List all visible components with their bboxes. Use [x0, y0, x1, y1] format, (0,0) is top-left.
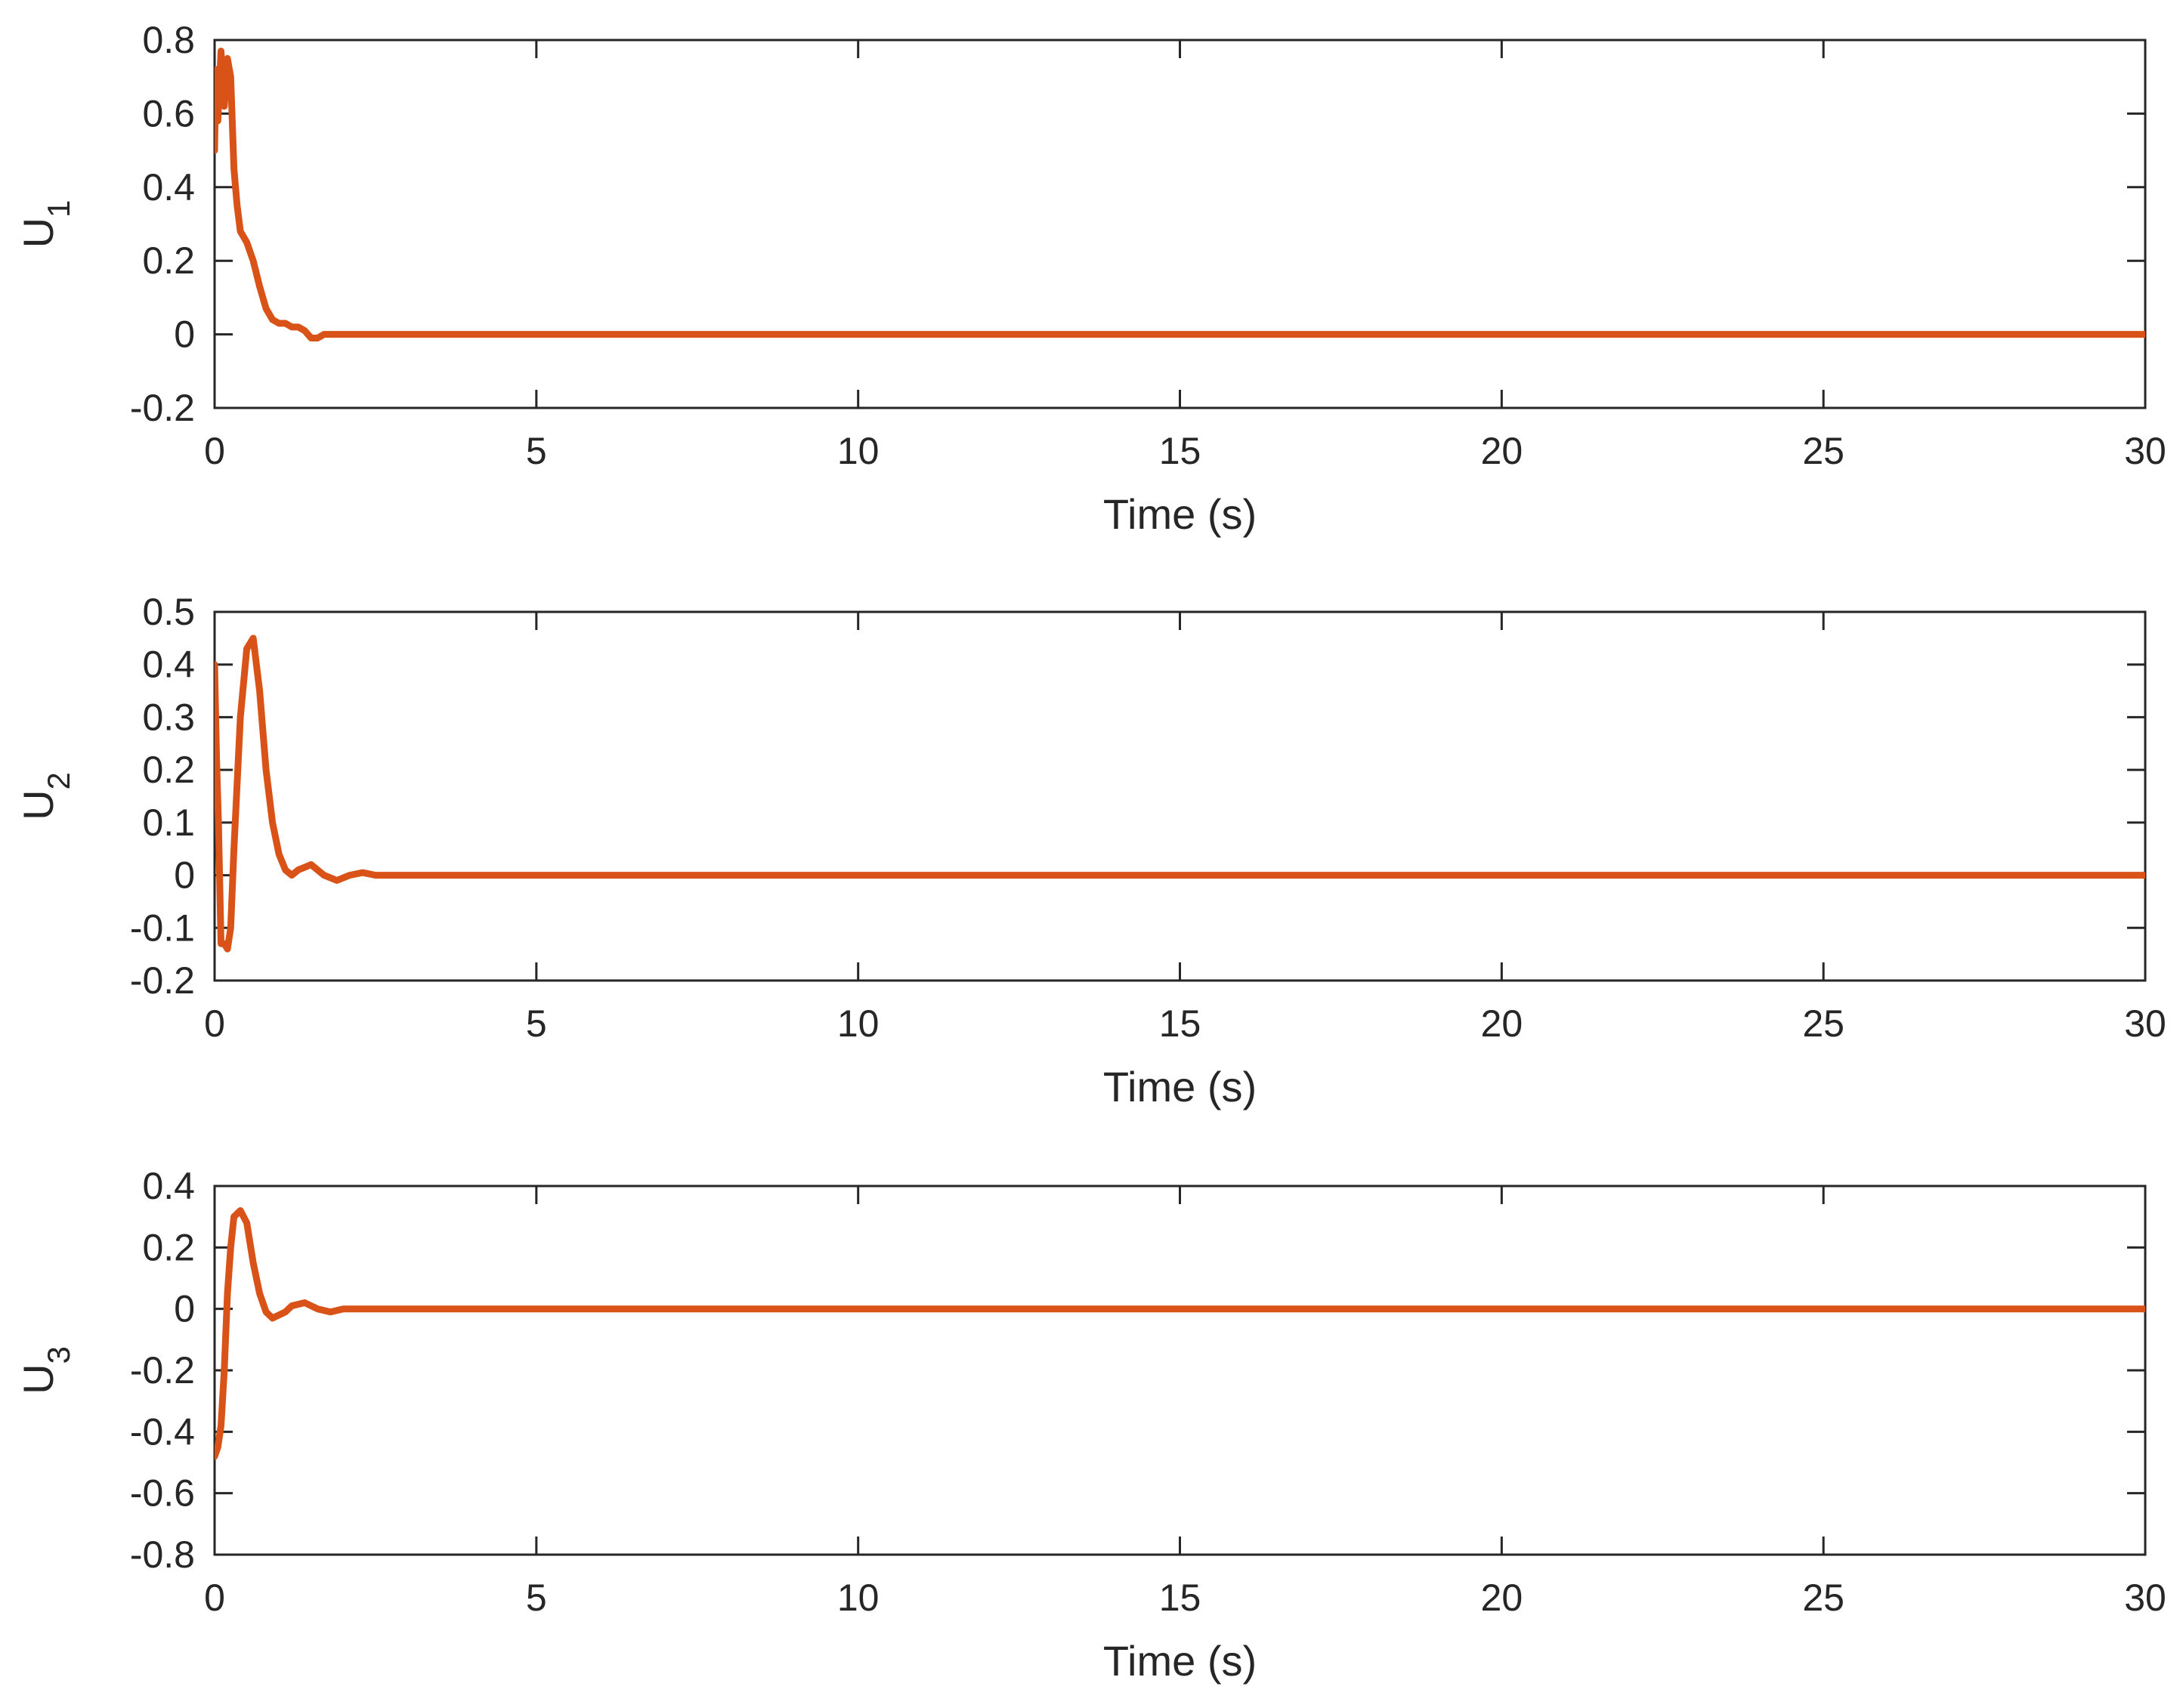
y-tick-label: 0.1 [142, 801, 195, 844]
y-tick-label: -0.2 [130, 1349, 195, 1391]
x-tick-label: 25 [1802, 1577, 1844, 1619]
y-tick-label: -0.6 [130, 1472, 195, 1515]
x-tick-label: 5 [526, 430, 547, 472]
series-line-1 [215, 48, 2145, 341]
x-axis-label: Time (s) [1103, 1637, 1257, 1685]
x-tick-label: 30 [2124, 1577, 2166, 1619]
y-tick-label: -0.1 [130, 907, 195, 949]
series-line-1 [215, 1207, 2145, 1460]
x-tick-label: 5 [526, 1002, 547, 1045]
y-axis-label-main: U [14, 1364, 62, 1394]
x-tick-label: 0 [204, 1577, 225, 1619]
x-tick-label: 20 [1481, 1577, 1523, 1619]
x-tick-label: 30 [2124, 1002, 2166, 1045]
x-tick-label: 0 [204, 430, 225, 472]
x-tick-label: 25 [1802, 1002, 1844, 1045]
y-axis-label-subscript: 1 [41, 200, 76, 218]
y-tick-label: 0 [174, 1288, 195, 1330]
x-axis-label: Time (s) [1103, 1063, 1257, 1110]
x-tick-label: 20 [1481, 1002, 1523, 1045]
y-axis-label-subscript: 3 [41, 1346, 76, 1364]
x-tick-label: 15 [1159, 1002, 1201, 1045]
y-tick-label: 0.8 [142, 19, 195, 61]
x-tick-label: 10 [837, 1002, 880, 1045]
x-tick-label: 5 [526, 1577, 547, 1619]
axes-box [213, 39, 2147, 409]
axes-box [213, 610, 2147, 982]
y-axis-label: U3 [14, 1346, 76, 1395]
y-tick-label: 0.2 [142, 749, 195, 791]
y-axis-label: U1 [14, 200, 76, 249]
x-tick-label: 25 [1802, 430, 1844, 472]
y-tick-label: 0.4 [142, 644, 195, 686]
y-axis-label-main: U [14, 789, 62, 820]
x-tick-label: 20 [1481, 430, 1523, 472]
y-axis-label: U2 [14, 772, 76, 820]
series-line-1 [215, 635, 2145, 953]
y-tick-label: -0.2 [130, 387, 195, 429]
x-tick-label: 15 [1159, 1577, 1201, 1619]
x-tick-label: 0 [204, 1002, 225, 1045]
y-tick-label: 0.2 [142, 1226, 195, 1268]
y-tick-label: 0.5 [142, 591, 195, 633]
y-tick-label: 0.4 [142, 166, 195, 208]
panel-3: 0 5 10 15 20 25 30 -0.8 -0.6 -0.4 -0.2 0 0.2 0.4 Time … [14, 1165, 2166, 1685]
x-axis-label: Time (s) [1103, 490, 1257, 538]
y-axis-label-subscript: 2 [41, 772, 76, 789]
y-axis-label-main: U [14, 218, 62, 248]
y-tick-label: 0 [174, 854, 195, 897]
y-tick-label: 0.3 [142, 696, 195, 738]
y-tick-label: -0.2 [130, 959, 195, 1002]
y-tick-label: 0 [174, 313, 195, 356]
axes-box [213, 1184, 2147, 1556]
y-tick-label: -0.8 [130, 1533, 195, 1576]
x-tick-label: 10 [837, 430, 880, 472]
x-tick-label: 30 [2124, 430, 2166, 472]
x-tick-label: 15 [1159, 430, 1201, 472]
panel-2: 0 5 10 15 20 25 30 -0.2 -0.1 0 0.1 0.2 0.3 0.4 0.5 Time… [14, 591, 2166, 1110]
y-tick-label: 0.2 [142, 239, 195, 282]
x-tick-label: 10 [837, 1577, 880, 1619]
y-tick-label: 0.6 [142, 92, 195, 134]
y-tick-label: 0.4 [142, 1165, 195, 1207]
y-tick-label: -0.4 [130, 1410, 195, 1453]
